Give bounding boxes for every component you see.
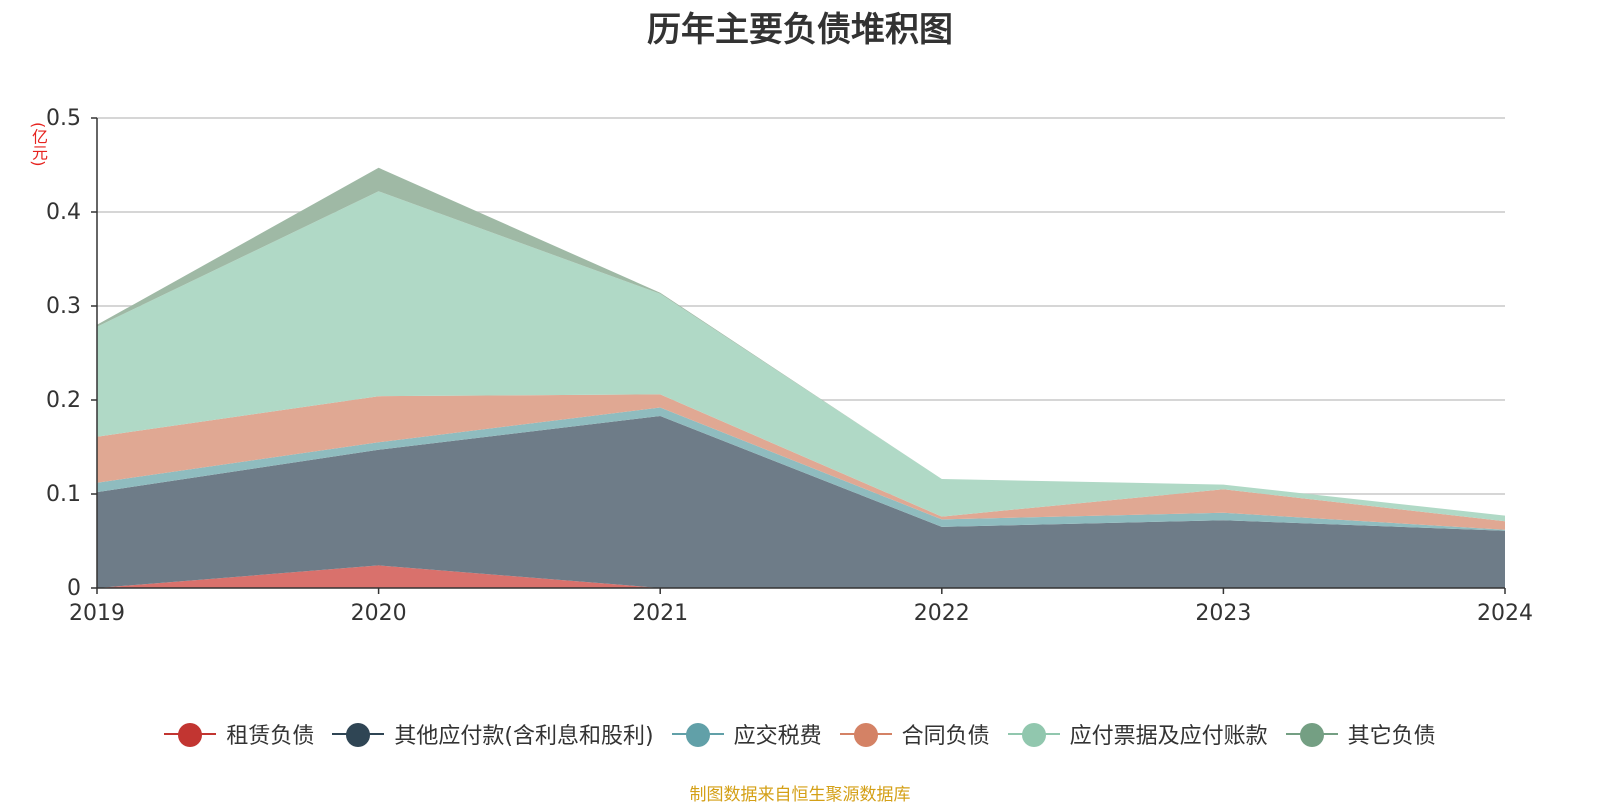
x-tick-label: 2019 — [69, 601, 125, 626]
area-series-0 — [97, 565, 1505, 588]
y-tick-label: 0.5 — [46, 106, 81, 131]
legend-label: 合同负债 — [901, 724, 990, 749]
legend-label: 其它负债 — [1347, 724, 1436, 749]
x-tick-label: 2024 — [1477, 601, 1533, 626]
legend: 租赁负债 其他应付款(含利息和股利) 应交税费 合同负债 应付票据及应付账款 其它负债 — [0, 718, 1600, 751]
legend-item[interactable]: 应付票据及应付账款 — [1007, 718, 1268, 750]
legend-item[interactable]: 应交税费 — [671, 718, 822, 750]
legend-marker-icon — [671, 723, 724, 747]
stacked-areas — [97, 167, 1505, 588]
area-series-4 — [97, 191, 1505, 522]
x-tick-label: 2020 — [351, 601, 407, 626]
area-series-1 — [97, 416, 1505, 588]
area-series-3 — [97, 394, 1505, 530]
legend-marker-icon — [839, 723, 892, 747]
y-tick-label: 0.1 — [46, 482, 81, 507]
y-tick-label: 0 — [67, 576, 81, 601]
legend-item[interactable]: 其他应付款(含利息和股利) — [332, 718, 654, 750]
legend-marker-icon — [164, 723, 217, 747]
x-tick-label: 2022 — [914, 601, 970, 626]
source-note: 制图数据来自恒生聚源数据库 — [689, 785, 911, 805]
legend-label: 其他应付款(含利息和股利) — [394, 724, 654, 749]
legend-label: 应交税费 — [733, 724, 822, 749]
area-series-2 — [97, 407, 1505, 531]
legend-item[interactable]: 合同负债 — [839, 718, 990, 750]
y-tick-label: 0.4 — [46, 200, 81, 225]
legend-item[interactable]: 其它负债 — [1285, 718, 1436, 750]
chart-title: 历年主要负债堆积图 — [647, 10, 953, 50]
legend-marker-icon — [1285, 723, 1338, 747]
y-axis-unit-label: (亿元) — [29, 122, 48, 167]
y-tick-label: 0.3 — [46, 294, 81, 319]
axes: 0 0.1 0.2 0.3 0.4 0.5 2019 2020 2021 2022 2023 2024 — [46, 106, 1533, 626]
y-tick-label: 0.2 — [46, 388, 81, 413]
legend-item[interactable]: 租赁负债 — [164, 718, 314, 750]
legend-label: 租赁负债 — [226, 724, 315, 749]
legend-label: 应付票据及应付账款 — [1069, 724, 1268, 749]
legend-marker-icon — [332, 723, 385, 747]
x-tick-label: 2023 — [1195, 601, 1251, 626]
legend-marker-icon — [1007, 723, 1060, 747]
x-tick-label: 2021 — [632, 601, 688, 626]
